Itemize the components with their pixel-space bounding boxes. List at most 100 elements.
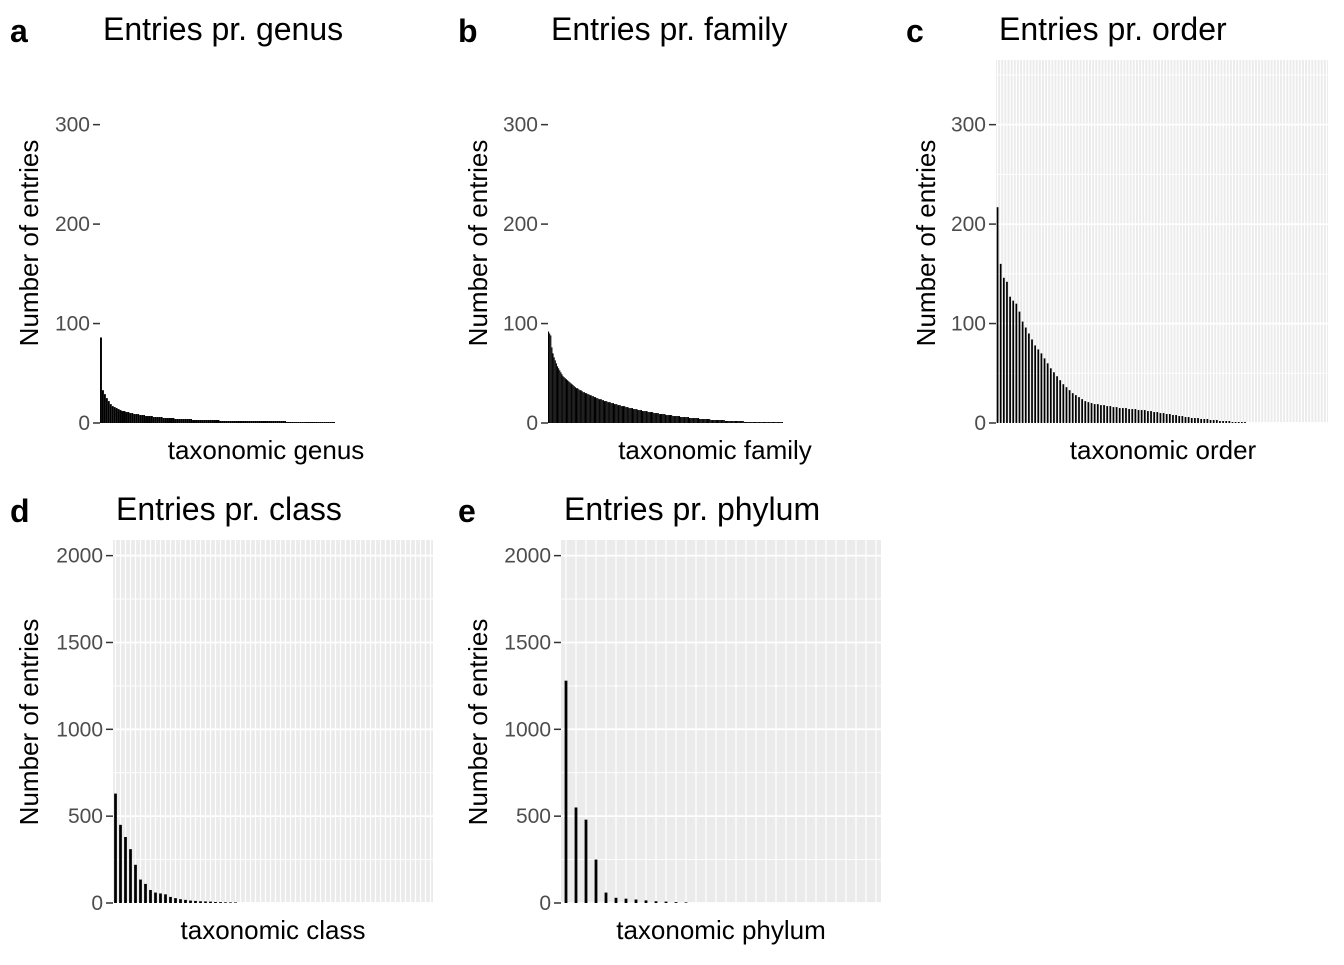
bar — [577, 388, 579, 423]
bar — [143, 415, 146, 423]
bar — [561, 374, 563, 423]
bar — [182, 419, 185, 423]
bar — [722, 420, 724, 423]
bar — [115, 408, 118, 423]
bar — [1178, 416, 1181, 423]
bar — [637, 410, 639, 423]
y-tick-label: 2000 — [504, 545, 551, 568]
bar — [1096, 404, 1099, 423]
bar — [691, 418, 693, 423]
bar — [733, 421, 735, 423]
y-tick-label: 200 — [55, 213, 90, 236]
y-tick-label: 1500 — [56, 631, 103, 654]
bar — [134, 864, 137, 903]
bar — [560, 372, 562, 423]
bar — [572, 385, 574, 423]
bar — [268, 421, 271, 423]
bar — [700, 419, 702, 423]
bar — [227, 421, 230, 423]
bar — [604, 892, 608, 903]
x-axis-title: taxonomic genus — [168, 435, 365, 465]
bar — [214, 901, 217, 903]
bar — [179, 899, 182, 903]
bar — [554, 360, 556, 423]
bar — [659, 414, 662, 423]
bar — [209, 420, 212, 423]
bar — [567, 380, 569, 423]
bar — [657, 413, 659, 423]
bar — [1018, 311, 1021, 423]
bar — [695, 418, 697, 423]
y-tick-label: 1000 — [56, 718, 103, 741]
bar — [578, 389, 580, 423]
bar — [1128, 409, 1130, 423]
bar — [129, 413, 132, 423]
bar — [264, 421, 267, 423]
bar — [587, 394, 589, 423]
bar — [748, 422, 750, 423]
bar — [684, 417, 686, 423]
panel-letter: d — [10, 493, 30, 529]
bar — [594, 859, 598, 903]
bar — [1234, 422, 1237, 423]
bar — [710, 420, 712, 423]
bar — [658, 414, 660, 423]
bar — [1184, 417, 1187, 423]
bar — [209, 901, 212, 903]
bar — [574, 387, 576, 423]
bar — [739, 421, 741, 423]
bar — [1203, 419, 1206, 423]
bar — [606, 401, 608, 423]
bar — [680, 417, 682, 423]
bar — [295, 422, 298, 423]
bar — [242, 421, 245, 423]
bar — [195, 420, 198, 423]
bar — [769, 422, 771, 423]
bar — [1084, 401, 1087, 423]
bar — [661, 414, 663, 423]
bar — [1006, 281, 1008, 423]
bar — [197, 420, 200, 423]
bar — [584, 819, 588, 903]
bar — [705, 419, 707, 423]
y-tick-label: 300 — [503, 114, 538, 137]
bar — [1002, 277, 1005, 423]
bar — [1159, 413, 1162, 423]
bar — [319, 422, 322, 423]
bar — [207, 420, 210, 423]
bar — [125, 412, 128, 423]
bar — [164, 418, 167, 423]
bar — [609, 402, 611, 423]
bar — [1009, 296, 1011, 423]
bar — [690, 418, 692, 423]
bar — [1090, 403, 1093, 423]
y-tick-label: 2000 — [56, 545, 103, 568]
bar — [1150, 411, 1152, 423]
bar — [121, 411, 124, 423]
bar — [317, 422, 320, 423]
bar — [184, 419, 187, 423]
bar — [597, 398, 599, 423]
bar — [1153, 412, 1156, 423]
bar — [761, 422, 763, 423]
bar — [713, 420, 715, 423]
bar — [655, 413, 657, 423]
bar — [1181, 416, 1184, 423]
bar — [215, 420, 218, 423]
bar — [702, 419, 704, 423]
y-tick-label: 100 — [951, 313, 986, 336]
bar — [139, 415, 142, 423]
bar — [626, 407, 628, 423]
bar — [205, 420, 208, 423]
bar — [333, 422, 335, 423]
bar — [669, 415, 672, 423]
bar — [654, 413, 656, 423]
bar — [634, 899, 638, 903]
bar — [1156, 412, 1159, 423]
bar — [555, 363, 557, 423]
y-tick-label: 200 — [951, 213, 986, 236]
bar — [1103, 405, 1105, 423]
bar — [753, 422, 756, 423]
bar — [777, 422, 779, 423]
